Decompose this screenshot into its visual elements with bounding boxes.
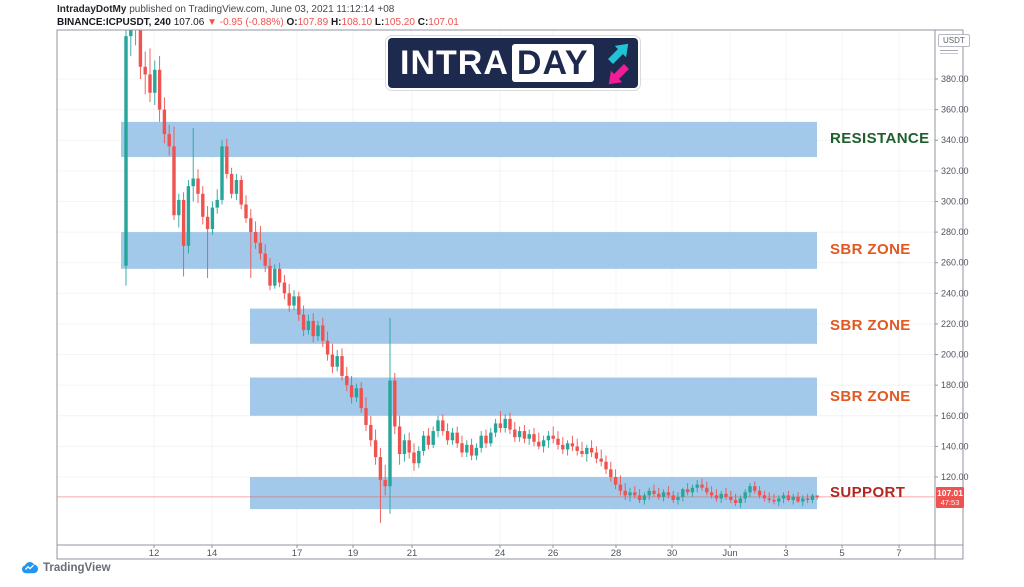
last-price-value: 107.01 [937, 487, 963, 498]
open-label: O: [286, 17, 298, 28]
header-last-price: 107.06 [173, 17, 205, 28]
zone-label-sbr-zone: SBR ZONE [830, 241, 911, 259]
time-tick-label: 28 [611, 548, 622, 559]
price-tick-label: 300.00 [941, 196, 969, 206]
price-tick-label: 200.00 [941, 350, 969, 360]
open-value: 107.89 [297, 17, 329, 28]
low-value: 105.20 [384, 17, 415, 28]
time-tick-label: 3 [783, 548, 788, 559]
price-tick-label: 340.00 [941, 135, 969, 145]
symbol-info-row: BINANCE:ICPUSDT, 240 107.06 ▼ -0.95 (-0.… [57, 17, 459, 29]
chart-header: IntradayDotMy published on TradingView.c… [57, 4, 459, 29]
high-label: H: [330, 17, 342, 28]
symbol-interval: BINANCE:ICPUSDT, 240 [57, 17, 171, 28]
candles-layer [124, 30, 819, 523]
price-tick-label: 280.00 [941, 227, 969, 237]
time-tick-label: 17 [292, 548, 303, 559]
zone-label-resistance: RESISTANCE [830, 130, 930, 148]
tradingview-attribution[interactable]: TradingView [22, 562, 111, 574]
close-label: C: [417, 17, 429, 28]
price-tick-label: 120.00 [941, 472, 969, 482]
arrow-up-right-icon [607, 43, 629, 85]
zone-label-sbr-zone: SBR ZONE [830, 317, 911, 335]
time-tick-label: 24 [495, 548, 506, 559]
zone-label-support: SUPPORT [830, 484, 906, 502]
intraday-logo: INTRA DAY [388, 38, 638, 88]
publish-text: published on TradingView.com, June 03, 2… [126, 4, 395, 15]
bar-countdown: 47:53 [940, 497, 960, 507]
price-tick-label: 140.00 [941, 441, 969, 451]
direction-down-icon: ▼ [207, 17, 217, 28]
zone-label-sbr-zone: SBR ZONE [830, 387, 911, 405]
chart-frame [56, 29, 964, 560]
zones-layer [121, 121, 817, 510]
price-tick-label: 320.00 [941, 166, 969, 176]
time-tick-label: 30 [667, 548, 678, 559]
price-tick-label: 240.00 [941, 288, 969, 298]
publish-info: IntradayDotMy published on TradingView.c… [57, 4, 459, 16]
price-tick-label: 260.00 [941, 258, 969, 268]
close-value: 107.01 [428, 17, 459, 28]
time-tick-label: Jun [722, 548, 737, 559]
tradingview-cloud-icon [22, 562, 38, 574]
time-tick-label: 14 [207, 548, 218, 559]
author-name: IntradayDotMy [57, 4, 127, 15]
price-change: -0.95 (-0.88%) [219, 17, 284, 28]
logo-text-intra: INTRA [400, 43, 509, 82]
price-tick-label: 160.00 [941, 411, 969, 421]
time-tick-label: 19 [348, 548, 359, 559]
grid-layer [57, 30, 935, 545]
axis-unit-subtext [940, 50, 958, 54]
price-tick-label: 360.00 [941, 105, 969, 115]
plot-layer [57, 30, 935, 545]
axes-labels: 380.00 360.00 340.00 320.00 300.00 280.00 260.… [149, 74, 969, 559]
price-tick-label: 380.00 [941, 74, 969, 84]
high-value: 108.10 [341, 17, 373, 28]
low-label: L: [374, 17, 385, 28]
last-price-tag: 107.01 47:53 [936, 486, 964, 508]
price-tick-label: 220.00 [941, 319, 969, 329]
time-tick-label: 5 [839, 548, 844, 559]
time-tick-label: 26 [548, 548, 559, 559]
arrow-down-left-icon [608, 64, 629, 85]
time-tick-label: 21 [407, 548, 418, 559]
time-tick-label: 12 [149, 548, 160, 559]
attribution-text: TradingView [43, 562, 111, 574]
time-tick-label: 7 [896, 548, 901, 559]
axis-unit-button[interactable]: USDT [938, 34, 970, 47]
logo-arrows [598, 38, 638, 88]
logo-text-day: DAY [511, 44, 594, 82]
price-tick-label: 180.00 [941, 380, 969, 390]
